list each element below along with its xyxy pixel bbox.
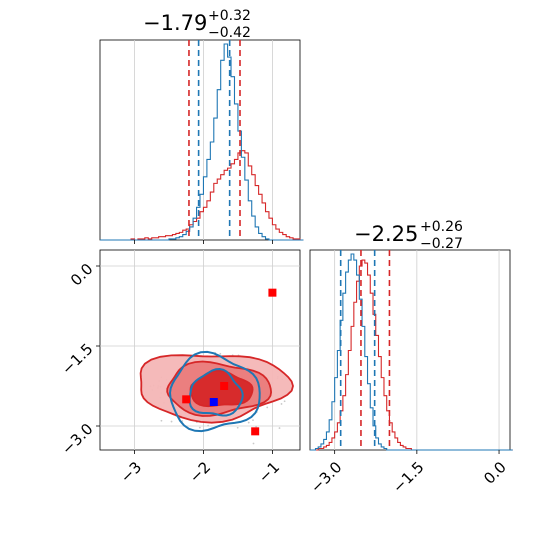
joint-grid (100, 250, 300, 450)
joint-xtick-label-1: −2 (186, 458, 214, 486)
scatter-point (170, 420, 173, 423)
marginal-param2-ticks: −3.0 −1.5 0.0 (307, 450, 510, 497)
joint-param1-param2-panel: −3 −2 −1 0.0 −1.5 −3.0 (58, 249, 301, 486)
joint-markers (182, 288, 277, 436)
marginal-param1-blue-hist (100, 43, 304, 241)
marginal-param1-red-hist (100, 150, 304, 241)
scatter-point (236, 426, 239, 429)
red-marker-1 (182, 395, 191, 404)
joint-ytick-label-2: −3.0 (58, 420, 96, 458)
joint-ytick-label-0: 0.0 (67, 260, 97, 290)
marginal-param1-frame (99, 39, 301, 241)
scatter-point (198, 426, 201, 429)
marginal-param2-frame (309, 249, 511, 451)
joint-xtick-label-0: −3 (117, 458, 145, 486)
scatter-point (283, 400, 286, 403)
marginal-param2-xtick-label-0: −3.0 (307, 458, 345, 496)
marginal-param2-xtick-label-2: 0.0 (480, 458, 510, 488)
red-marker-3 (251, 427, 260, 436)
blue-marker-0 (209, 398, 218, 406)
scatter-point (160, 419, 163, 422)
marginal-param2-blue-hist (310, 253, 513, 451)
marginal-param1-histograms (100, 43, 304, 241)
marginal-param1-title-lower: −0.42 (208, 25, 251, 41)
scatter-point (278, 427, 281, 429)
scatter-point (266, 406, 269, 409)
scatter-point (252, 442, 255, 445)
marginal-param1-grid (134, 40, 273, 240)
marginal-param2-histograms (310, 253, 513, 451)
blue-contour-inner (188, 367, 244, 417)
scatter-point (252, 419, 254, 422)
scatter-point (280, 403, 283, 405)
marginal-param1-title-upper: +0.32 (208, 8, 251, 24)
red-marker-2 (220, 382, 229, 390)
marginal-param2-title-upper: +0.26 (420, 219, 463, 235)
marginal-param1-quantile-lines (188, 40, 241, 240)
marginal-param2-xtick-label-1: −1.5 (389, 458, 427, 496)
marginal-param1-title-median: −1.79 (143, 11, 207, 35)
joint-ytick-label-1: −1.5 (58, 340, 96, 378)
scatter-point (247, 421, 250, 424)
marginal-param2-title-lower: −0.27 (420, 236, 463, 252)
marginal-param2-quantile-lines (339, 250, 391, 450)
blue-contour-outer (168, 350, 261, 433)
scatter-point (207, 424, 210, 427)
marginal-param1-ticks (134, 240, 273, 244)
scatter-point (219, 352, 222, 355)
marginal-param2-title-median: −2.25 (354, 222, 418, 246)
marginal-param2-panel: −3.0 −1.5 0.0 −2.25 +0.26 −0.27 (307, 219, 513, 497)
marginal-param2-grid (334, 250, 500, 450)
red-marker-0 (268, 288, 277, 297)
joint-xtick-label-2: −1 (255, 458, 283, 486)
scatter-point (255, 425, 258, 428)
marginal-param1-panel: −1.79 +0.32 −0.42 (99, 8, 304, 244)
